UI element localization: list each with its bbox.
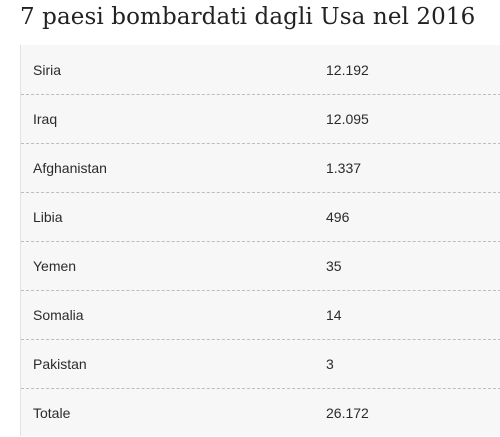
value-cell: 12.192 — [326, 62, 369, 78]
country-cell: Somalia — [33, 307, 84, 323]
total-label-cell: Totale — [33, 405, 71, 421]
page-title: 7 paesi bombardati dagli Usa nel 2016 — [20, 4, 476, 30]
value-cell: 1.337 — [326, 160, 362, 176]
country-cell: Yemen — [33, 258, 77, 274]
country-cell: Libia — [33, 209, 63, 225]
table-row: Libia 496 — [21, 192, 500, 242]
table-row: Siria 12.192 — [21, 45, 500, 95]
country-cell: Pakistan — [33, 356, 87, 372]
country-cell: Iraq — [33, 111, 58, 127]
value-cell: 3 — [326, 356, 334, 372]
total-value-cell: 26.172 — [326, 405, 369, 421]
table-row: Afghanistan 1.337 — [21, 143, 500, 193]
table-row: Pakistan 3 — [21, 339, 500, 389]
value-cell: 14 — [326, 307, 342, 323]
value-cell: 12.095 — [326, 111, 369, 127]
value-cell: 35 — [326, 258, 342, 274]
country-cell: Siria — [33, 62, 62, 78]
data-table: Siria 12.192 Iraq 12.095 Afghanistan 1.3… — [20, 45, 500, 436]
table-row: Somalia 14 — [21, 290, 500, 340]
country-cell: Afghanistan — [33, 160, 107, 176]
table-row-total: Totale 26.172 — [21, 388, 500, 437]
value-cell: 496 — [326, 209, 350, 225]
table-row: Iraq 12.095 — [21, 94, 500, 144]
table-row: Yemen 35 — [21, 241, 500, 291]
